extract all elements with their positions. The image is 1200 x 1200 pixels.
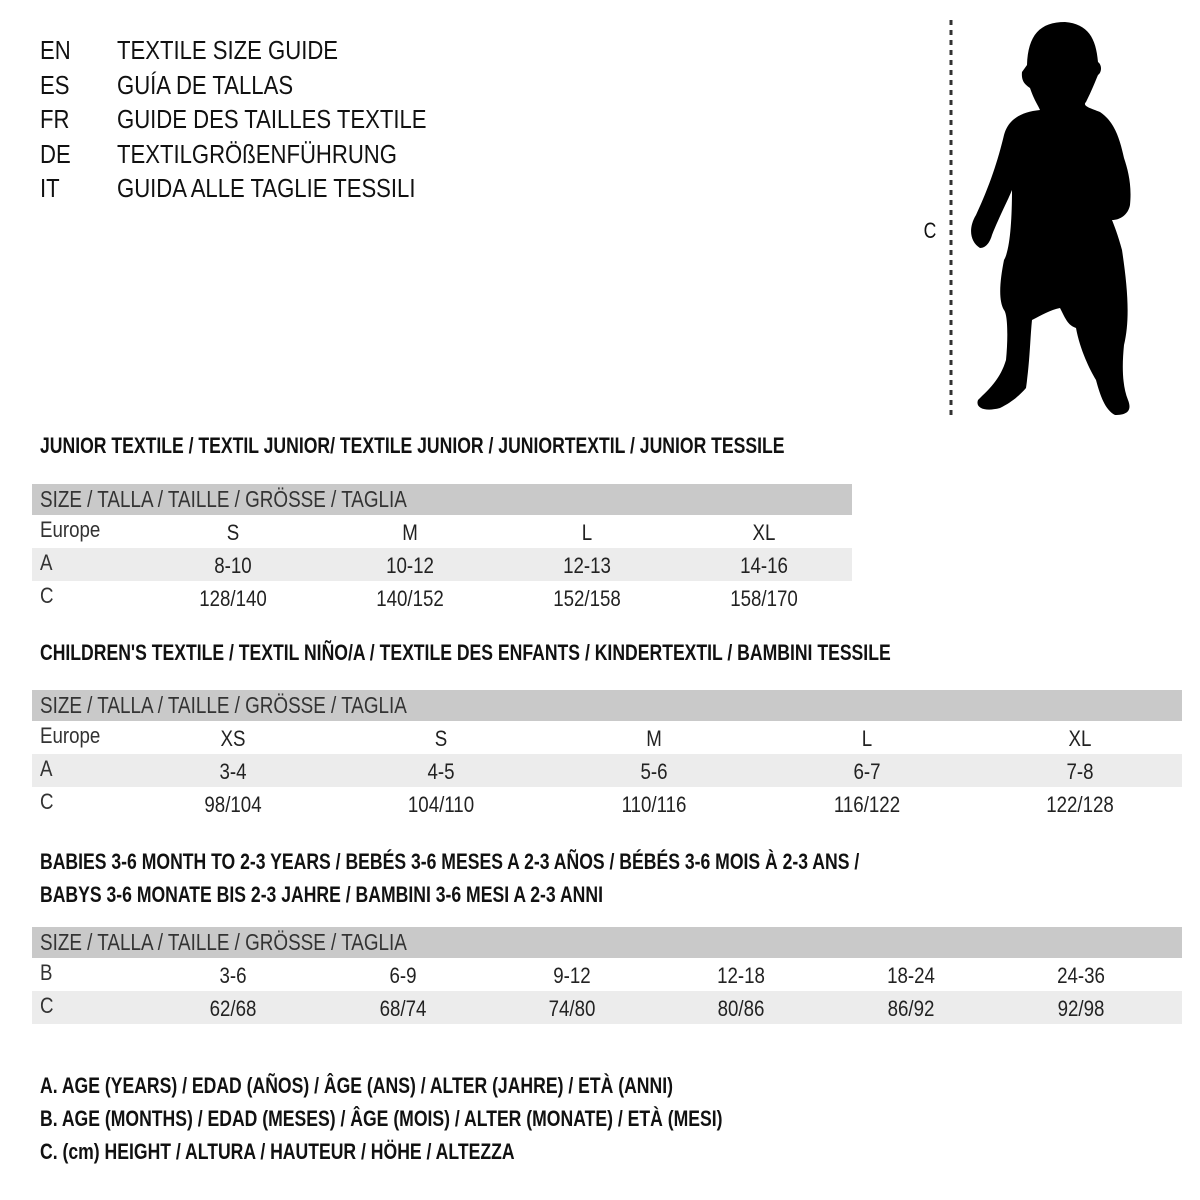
row-label: Europe <box>40 517 101 542</box>
table-cell: S <box>434 726 448 751</box>
table-header-label: SIZE / TALLA / TAILLE / GRÖSSE / TAGLIA <box>40 486 407 512</box>
size-table: SIZE / TALLA / TAILLE / GRÖSSE / TAGLIA E… <box>32 690 1182 820</box>
table-cell: 18-24 <box>887 963 935 988</box>
table-header: SIZE / TALLA / TAILLE / GRÖSSE / TAGLIA <box>32 927 1182 958</box>
table-row: C 98/104 104/110 110/116 116/122 122/128 <box>32 787 1182 820</box>
table-cell: XL <box>1068 726 1092 751</box>
table-header: SIZE / TALLA / TAILLE / GRÖSSE / TAGLIA <box>32 690 1182 721</box>
language-code: DE <box>40 138 71 169</box>
table-cell: 98/104 <box>204 792 262 817</box>
table-header-label: SIZE / TALLA / TAILLE / GRÖSSE / TAGLIA <box>40 692 407 718</box>
table-header-label: SIZE / TALLA / TAILLE / GRÖSSE / TAGLIA <box>40 929 407 955</box>
language-code: ES <box>40 69 70 100</box>
table-cell: 122/128 <box>1046 792 1114 817</box>
guide-title: GUÍA DE TALLAS <box>117 69 294 100</box>
legend-item: C. (cm) HEIGHT / ALTURA / HAUTEUR / HÖHE… <box>40 1139 515 1164</box>
legend-item: A. AGE (YEARS) / EDAD (AÑOS) / ÂGE (ANS)… <box>40 1073 673 1098</box>
table-cell: 80/86 <box>717 996 765 1021</box>
table-cell: M <box>402 520 418 545</box>
guide-title: GUIDE DES TAILLES TEXTILE <box>117 104 427 134</box>
table-row: A 3-4 4-5 5-6 6-7 7-8 <box>32 754 1182 787</box>
table-cell: 68/74 <box>379 996 427 1021</box>
table-row: B 3-6 6-9 9-12 12-18 18-24 24-36 <box>32 958 1182 991</box>
section-heading: BABYS 3-6 MONATE BIS 2-3 JAHRE / BAMBINI… <box>40 882 603 907</box>
table-cell: 158/170 <box>730 586 798 611</box>
table-cell: 7-8 <box>1066 759 1094 784</box>
table-cell: 62/68 <box>209 996 257 1021</box>
guide-title: TEXTILGRÖßENFÜHRUNG <box>117 138 397 169</box>
child-height-figure: C <box>900 10 1160 430</box>
table-cell: L <box>581 520 593 545</box>
table-cell: 4-5 <box>427 759 455 784</box>
table-cell: 9-12 <box>553 963 591 988</box>
table-cell: 140/152 <box>376 586 444 611</box>
table-row: A 8-10 10-12 12-13 14-16 <box>32 548 852 581</box>
table-cell: 10-12 <box>386 553 434 578</box>
table-row: Europe S M L XL <box>32 515 852 548</box>
table-cell: 8-10 <box>214 553 252 578</box>
section-heading: CHILDREN'S TEXTILE / TEXTIL NIÑO/A / TEX… <box>40 640 891 665</box>
guide-title: TEXTILE SIZE GUIDE <box>117 35 339 65</box>
table-cell: 14-16 <box>740 553 788 578</box>
table-cell: 92/98 <box>1057 996 1105 1021</box>
guide-title: GUIDA ALLE TAGLIE TESSILI <box>117 173 416 203</box>
table-cell: L <box>861 726 873 751</box>
row-label: A <box>40 756 53 781</box>
table-cell: XS <box>220 726 246 751</box>
table-cell: 152/158 <box>553 586 621 611</box>
table-cell: 24-36 <box>1057 963 1105 988</box>
row-label: C <box>40 583 54 608</box>
table-row: Europe XS S M L XL <box>32 721 1182 754</box>
language-code: FR <box>40 104 70 134</box>
table-cell: 12-13 <box>563 553 611 578</box>
table-cell: 74/80 <box>548 996 596 1021</box>
table-cell: 104/110 <box>407 792 475 817</box>
table-cell: XL <box>752 520 776 545</box>
table-cell: 5-6 <box>640 759 668 784</box>
size-table: SIZE / TALLA / TAILLE / GRÖSSE / TAGLIA E… <box>32 484 852 614</box>
legend-item: B. AGE (MONTHS) / EDAD (MESES) / ÂGE (MO… <box>40 1106 723 1131</box>
row-label: A <box>40 550 53 575</box>
table-header: SIZE / TALLA / TAILLE / GRÖSSE / TAGLIA <box>32 484 852 515</box>
table-cell: S <box>226 520 240 545</box>
table-cell: 12-18 <box>717 963 765 988</box>
row-label: C <box>40 993 54 1018</box>
table-cell: 6-9 <box>389 963 417 988</box>
row-label: Europe <box>40 723 101 748</box>
language-code: EN <box>40 35 71 65</box>
table-cell: M <box>646 726 662 751</box>
table-cell: 3-4 <box>219 759 247 784</box>
table-cell: 3-6 <box>219 963 247 988</box>
row-label: B <box>40 960 53 985</box>
section-heading: BABIES 3-6 MONTH TO 2-3 YEARS / BEBÉS 3-… <box>40 849 860 874</box>
row-label: C <box>40 789 54 814</box>
table-cell: 128/140 <box>199 586 267 611</box>
table-row: C 128/140 140/152 152/158 158/170 <box>32 581 852 614</box>
table-cell: 110/116 <box>621 792 687 817</box>
height-label: C <box>923 218 937 243</box>
section-heading: JUNIOR TEXTILE / TEXTIL JUNIOR/ TEXTILE … <box>40 433 785 458</box>
table-cell: 86/92 <box>887 996 935 1021</box>
table-cell: 6-7 <box>853 759 881 784</box>
size-table: SIZE / TALLA / TAILLE / GRÖSSE / TAGLIA B… <box>32 927 1182 1024</box>
table-row: C 62/68 68/74 74/80 80/86 86/92 92/98 <box>32 991 1182 1024</box>
table-cell: 116/122 <box>833 792 901 817</box>
child-silhouette-icon <box>949 20 1131 415</box>
language-code: IT <box>40 173 60 203</box>
